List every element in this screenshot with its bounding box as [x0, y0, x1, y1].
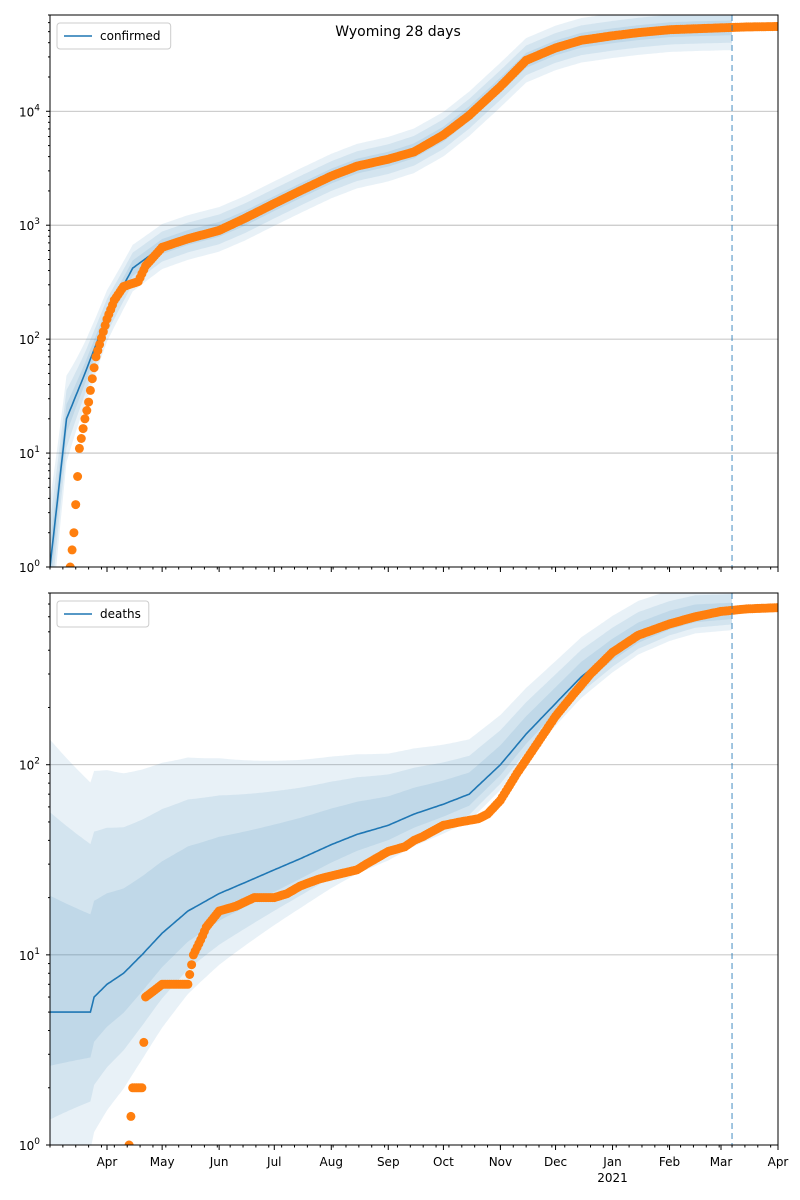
x-tick-label: Aug [320, 1155, 343, 1169]
confirmed-observed-point [773, 22, 778, 31]
deaths-observed-point [124, 1140, 134, 1145]
deaths-observed-point [183, 979, 193, 989]
x-tick-label: Mar [710, 1155, 733, 1169]
confirmed-legend: confirmed [56, 22, 172, 50]
confirmed-observed-point [84, 397, 94, 407]
confirmed-observed-point [80, 414, 90, 424]
x-tick-label: Oct [433, 1155, 454, 1169]
x-tick-label: Jul [266, 1155, 281, 1169]
confirmed-legend-box [56, 22, 172, 50]
confirmed-observed-point [69, 528, 79, 538]
deaths-observed-point [185, 970, 195, 979]
deaths-legend-box [56, 600, 150, 628]
confirmed-observed-points [65, 22, 778, 567]
figure-title: Wyoming 28 days [335, 24, 461, 40]
confirmed-observed-point [85, 385, 95, 395]
confirmed-observed-point [74, 443, 84, 453]
confirmed-observed-point [67, 545, 77, 555]
deaths-band-1 [50, 593, 732, 1145]
confirmed-legend-label: confirmed [100, 29, 161, 43]
confirmed-observed-point [73, 472, 83, 481]
x-tick-label: Apr [97, 1155, 118, 1169]
x-tick-label: Jun [209, 1155, 229, 1169]
deaths-observed-point [139, 1037, 149, 1047]
x-tick-label: Jan [602, 1155, 622, 1169]
confirmed-observed-point [87, 374, 97, 384]
confirmed-observed-point [71, 500, 81, 510]
deaths-observed-point [126, 1111, 136, 1121]
x-year-label: 2021 [597, 1171, 628, 1185]
x-tick-label: Nov [489, 1155, 512, 1169]
deaths-band-2 [50, 594, 732, 1120]
deaths-axes-frame [49, 592, 779, 1146]
x-tick-label: Sep [377, 1155, 400, 1169]
confirmed-axes-frame [49, 14, 779, 568]
x-tick-label: Apr [768, 1155, 789, 1169]
deaths-observed-points [124, 603, 778, 1145]
deaths-legend: deaths [56, 600, 150, 628]
confirmed-observed-point [76, 434, 86, 443]
x-tick-label: Feb [659, 1155, 680, 1169]
deaths-legend-label: deaths [100, 607, 141, 621]
x-tick-label: May [150, 1155, 175, 1169]
confirmed-observed-point [89, 363, 99, 373]
deaths-observed-point [773, 603, 778, 613]
deaths-observed-point [187, 960, 197, 970]
deaths-bands [50, 593, 732, 1145]
x-tick-label: Dec [544, 1155, 567, 1169]
deaths-band-3 [50, 602, 732, 1066]
deaths-observed-point [137, 1083, 147, 1093]
confirmed-observed-point [82, 406, 92, 415]
confirmed-observed-point [78, 424, 88, 434]
confirmed-observed-point [65, 562, 75, 567]
